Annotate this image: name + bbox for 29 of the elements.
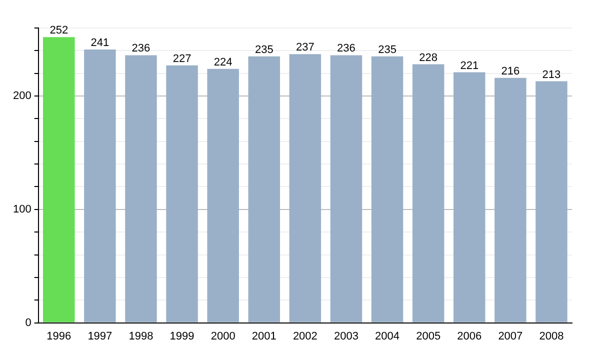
- data-label: 241: [90, 37, 110, 50]
- data-label: 235: [378, 44, 396, 56]
- x-tick-label: 2002: [292, 330, 318, 342]
- x-tick-label: 2003: [334, 330, 358, 342]
- y-tick-label: 200: [12, 90, 32, 102]
- x-tick-label: 2005: [416, 330, 441, 342]
- data-label: 227: [172, 52, 192, 65]
- x-tick-label: 2000: [210, 330, 236, 342]
- x-tick-label: 1997: [88, 330, 112, 342]
- x-tick-label: 1998: [128, 330, 154, 342]
- x-tick-label: 1999: [170, 330, 194, 342]
- data-label: 237: [296, 42, 314, 54]
- data-label: 235: [254, 44, 274, 56]
- x-tick-label: 2008: [539, 330, 564, 342]
- y-tick-label: 100: [12, 203, 32, 216]
- data-label: 224: [214, 56, 232, 68]
- data-label: 236: [132, 42, 150, 55]
- data-label: 213: [542, 68, 561, 81]
- data-label: 221: [460, 60, 479, 72]
- data-label: 228: [419, 52, 438, 64]
- x-tick-label: 2001: [252, 330, 276, 342]
- x-tick-label: 2004: [375, 330, 400, 342]
- y-tick-label: 0: [25, 316, 32, 329]
- data-label: 236: [337, 42, 356, 55]
- x-tick-label: 2007: [498, 330, 523, 342]
- data-label: 252: [50, 24, 68, 37]
- data-label: 216: [501, 65, 520, 78]
- x-tick-label: 1996: [46, 330, 72, 342]
- x-tick-label: 2006: [457, 330, 482, 342]
